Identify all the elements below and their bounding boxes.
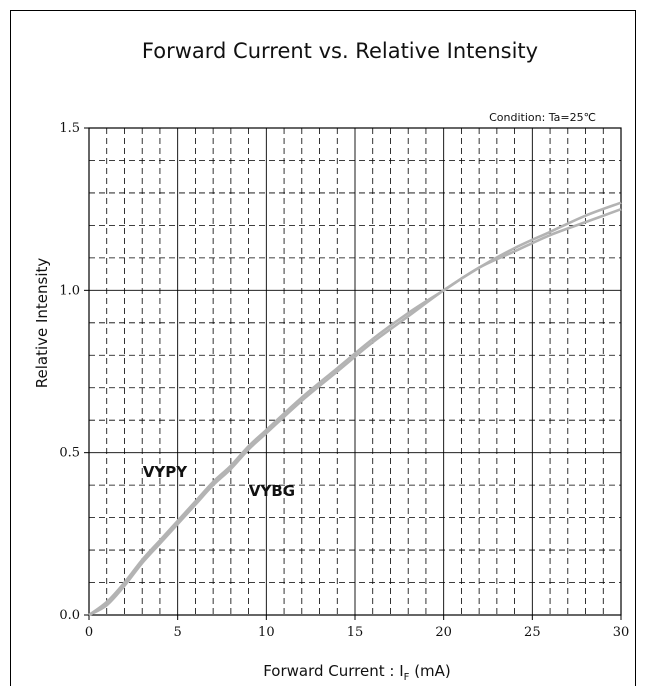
y-tick-label: 1.0	[59, 283, 80, 298]
x-tick-label: 25	[524, 625, 541, 640]
x-tick-label: 10	[258, 625, 275, 640]
x-tick-label: 0	[85, 625, 93, 640]
x-axis-label-main: Forward Current : I	[263, 662, 403, 680]
series-label-vybg: VYBG	[249, 482, 295, 500]
tick-labels: 0 5 10 15 20 25 30 0.0 0.5 1.0 1.5	[59, 121, 629, 640]
x-axis-label: Forward Current : IF (mA)	[263, 662, 451, 683]
chart-title: Forward Current vs. Relative Intensity	[142, 39, 538, 63]
x-tick-label: 5	[174, 625, 182, 640]
x-tick-label: 15	[347, 625, 364, 640]
y-tick-label: 1.5	[59, 121, 80, 136]
series-label-vypy: VYPY	[143, 463, 188, 481]
x-tick-label: 30	[613, 625, 630, 640]
condition-note: Condition: Ta=25℃	[489, 111, 596, 124]
x-axis-label-unit: (mA)	[409, 662, 450, 680]
y-tick-label: 0.5	[59, 446, 80, 461]
y-tick-label: 0.0	[59, 608, 80, 623]
series-lines	[88, 201, 622, 617]
chart-frame	[10, 10, 636, 686]
x-tick-label: 20	[435, 625, 452, 640]
y-axis-label: Relative Intensity	[33, 258, 51, 389]
series-line-vybg	[88, 201, 622, 617]
grid	[84, 127, 622, 620]
series-line-vypy	[88, 207, 622, 617]
x-axis-label-subscript: F	[404, 672, 410, 683]
